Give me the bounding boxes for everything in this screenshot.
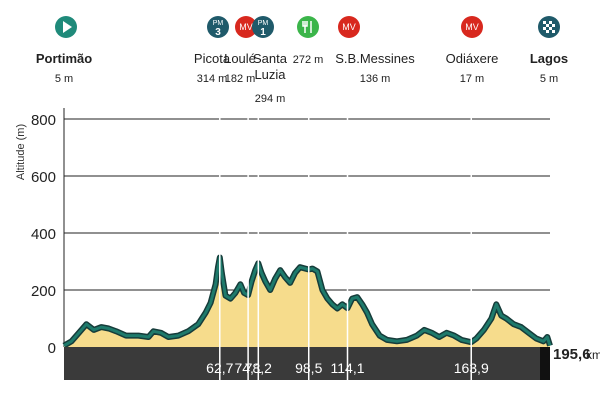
sprint-icon <box>461 16 483 38</box>
climb-icon-text: PM <box>213 20 224 27</box>
y-axis-label: Altitude (m) <box>15 124 27 180</box>
place-6: MV S.B.Messines 136 m <box>335 16 415 85</box>
distance-bar-fill <box>64 347 540 380</box>
place-8: Lagos 5 m <box>530 16 568 85</box>
grid-lines <box>63 108 550 347</box>
checker-square <box>546 24 549 27</box>
km-markers: 62,7 74,178,2 98,5 114,1 163,9 <box>206 104 489 380</box>
climb-category: 1 <box>260 27 266 38</box>
place-name: Picota <box>194 51 231 66</box>
profile-line <box>63 256 552 347</box>
place-altitude: 5 m <box>55 73 73 85</box>
place-name: S.B.Messines <box>335 51 415 66</box>
y-tick-label: 200 <box>31 283 56 300</box>
sprint-icon-text: MV <box>342 22 356 32</box>
climb-icon-text: PM <box>258 20 269 27</box>
distance-unit-label: km <box>586 348 600 362</box>
km-marker-label: 98,5 <box>295 360 322 376</box>
checker-square <box>543 27 546 30</box>
place-altitude: 182 m <box>225 73 256 85</box>
checker-square <box>546 30 549 33</box>
place-2: PM3 Picota 314 m <box>194 16 231 85</box>
y-tick-label: 800 <box>31 112 56 129</box>
place-altitude: 5 m <box>540 73 558 85</box>
place-altitude: 136 m <box>360 73 391 85</box>
km-marker-label: 74,1 <box>234 360 261 376</box>
place-altitude: 17 m <box>460 73 484 85</box>
cutlery-icon <box>302 21 312 33</box>
place-name: Santa Luzia <box>253 51 288 82</box>
place-altitude: 272 m <box>293 54 324 66</box>
play-arrow-icon <box>63 21 72 33</box>
place-4: PM1 Santa Luzia 294 m <box>252 16 288 105</box>
distance-bar: 195,6km <box>64 346 600 380</box>
total-distance-label: 195,6 <box>553 346 591 363</box>
place-name: Odiáxere <box>446 51 499 66</box>
km-marker-label: 163,9 <box>454 360 489 376</box>
climb-icon <box>207 16 229 38</box>
checker-square <box>549 21 552 24</box>
checker-square <box>543 21 546 24</box>
place-altitude: 314 m <box>197 73 228 85</box>
place-name: Lagos <box>530 51 568 66</box>
place-7: MV Odiáxere 17 m <box>446 16 499 85</box>
sprint-icon-text: MV <box>465 22 479 32</box>
sprint-icon <box>235 16 257 38</box>
km-marker-label: 62,7 <box>206 360 233 376</box>
checker-square <box>552 24 555 27</box>
checker-square <box>549 27 552 30</box>
finish-bar-end <box>540 347 550 380</box>
y-tick-label: 400 <box>31 226 56 243</box>
y-tick-label: 600 <box>31 169 56 186</box>
place-name: Loulé <box>224 51 256 66</box>
checker-square <box>552 30 555 33</box>
place-altitude: 294 m <box>255 93 286 105</box>
place-5: 272 m <box>293 16 324 66</box>
km-marker-label: 78,2 <box>245 360 272 376</box>
sprint-icon-text: MV <box>239 22 253 32</box>
profile-area <box>64 257 550 347</box>
y-tick-labels: 0 200 400 600 800 <box>31 112 56 357</box>
climb-category: 3 <box>215 27 221 38</box>
place-3: MV Loulé 182 m <box>224 16 257 85</box>
climb-icon <box>252 16 274 38</box>
y-tick-label: 0 <box>48 340 56 357</box>
elevation-profile <box>62 254 553 349</box>
place-1: Portimão 5 m <box>36 16 92 85</box>
km-marker-label: 114,1 <box>331 360 365 376</box>
sprint-icon <box>338 16 360 38</box>
feed-zone-icon <box>297 16 319 38</box>
place-name: Portimão <box>36 51 92 66</box>
